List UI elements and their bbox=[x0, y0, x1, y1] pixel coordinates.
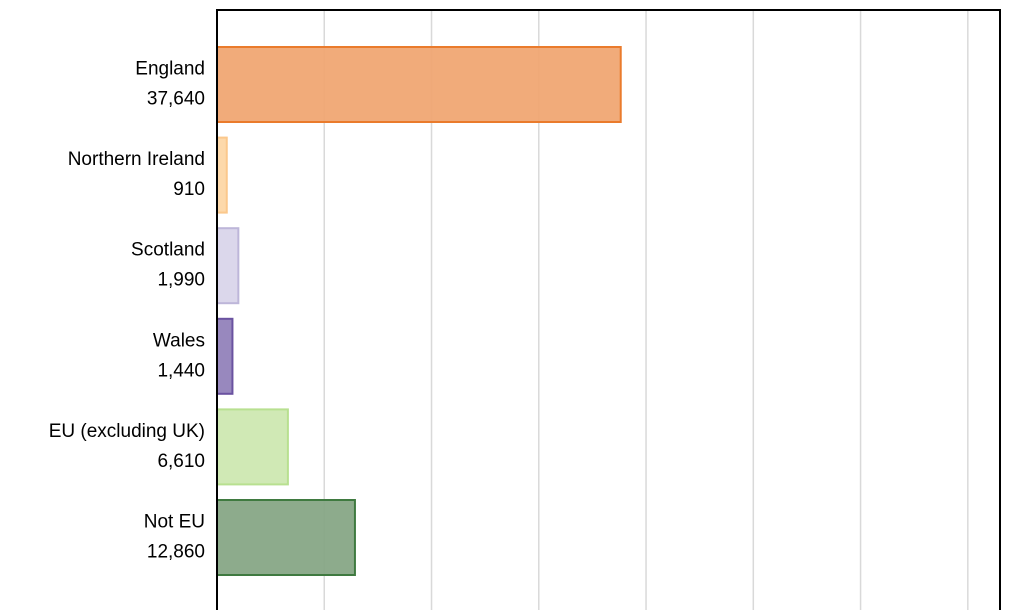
category-label: EU (excluding UK) bbox=[49, 421, 205, 442]
bar bbox=[216, 408, 289, 486]
category-label: Not EU bbox=[144, 512, 205, 533]
value-label: 1,990 bbox=[157, 270, 205, 291]
bar bbox=[216, 136, 228, 214]
bar bbox=[216, 317, 234, 395]
plot-frame bbox=[216, 9, 1001, 610]
value-label: 6,610 bbox=[157, 451, 205, 472]
value-label: 37,640 bbox=[147, 89, 205, 110]
bar bbox=[216, 227, 240, 305]
value-label: 12,860 bbox=[147, 542, 205, 563]
category-label: Wales bbox=[153, 330, 205, 351]
bar bbox=[216, 46, 622, 123]
value-label: 1,440 bbox=[157, 360, 205, 381]
category-label: Northern Ireland bbox=[68, 149, 205, 170]
category-label: Scotland bbox=[131, 240, 205, 261]
bar bbox=[216, 499, 356, 576]
category-label: England bbox=[135, 59, 205, 80]
value-label: 910 bbox=[173, 179, 205, 200]
